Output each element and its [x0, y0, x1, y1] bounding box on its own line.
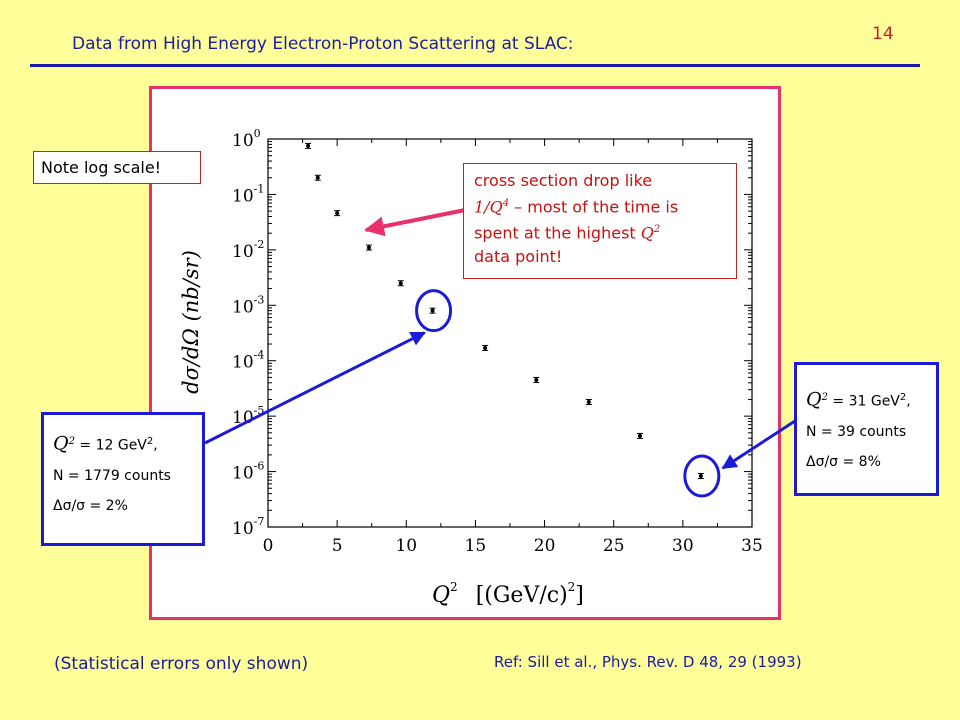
data-point	[334, 210, 341, 217]
y-tick-label: 10-7	[232, 515, 264, 539]
callout-math: 1/Q	[474, 197, 503, 217]
y-tick-label: 10-6	[232, 460, 264, 484]
x-tick-label: 20	[534, 536, 556, 556]
x-axis-unit: [(GeV/c)	[476, 583, 568, 608]
data-point	[365, 244, 372, 251]
tick-labels: 0 5 10 15 20 25 30 35 100 10-1 10-2 10-3 10-4 10-5 10-…	[232, 127, 763, 556]
callout-line-4: data point!	[474, 246, 563, 266]
q2-value-line: Q2 = 31 GeV2,	[806, 388, 911, 411]
marker	[315, 175, 320, 180]
y-tick-label: 10-1	[232, 182, 264, 206]
data-point	[636, 432, 643, 439]
callout-math-q-sup: 2	[653, 224, 661, 236]
x-axis-symbol: Q	[432, 583, 450, 608]
data-point	[533, 376, 540, 383]
highlight-circle	[683, 454, 721, 498]
highlight-circle	[415, 289, 453, 333]
x-tick-label: 10	[395, 536, 417, 556]
marker	[483, 345, 488, 350]
x-tick-label: 15	[465, 536, 487, 556]
page-number: 14	[872, 24, 894, 44]
x-axis-unit-sup: 2	[568, 580, 576, 594]
data-point	[397, 280, 404, 287]
marker	[335, 211, 340, 216]
data-point	[585, 398, 592, 405]
callout-box: cross section drop like 1/Q4 – most of t…	[463, 163, 737, 279]
y-tick-label: 100	[232, 127, 261, 151]
x-axis-label: Q2 [(GeV/c)2]	[432, 580, 584, 608]
callout-line-2: 1/Q4 – most of the time is	[474, 192, 736, 218]
x-tick-label: 0	[263, 536, 274, 556]
highlight-circles	[415, 289, 721, 498]
callout-math-sup: 4	[502, 198, 510, 209]
x-tick-label: 35	[741, 536, 763, 556]
marker	[586, 399, 591, 404]
y-tick-label: 10-4	[232, 349, 264, 373]
title-divider	[30, 64, 920, 67]
callout-math-q: Q	[640, 223, 654, 243]
x-tick-label: 30	[672, 536, 694, 556]
data-point	[482, 344, 489, 351]
marker	[534, 377, 539, 382]
x-tick-label: 5	[332, 536, 343, 556]
counts-line: N = 39 counts	[806, 423, 907, 440]
data-points	[305, 142, 704, 480]
x-axis-unit-end: ]	[575, 583, 584, 608]
counts-line: N = 1779 counts	[53, 467, 171, 484]
marker	[698, 474, 703, 479]
marker	[398, 281, 403, 286]
error-line: Δσ/σ = 8%	[806, 453, 881, 470]
footnote: (Statistical errors only shown)	[54, 654, 309, 674]
note-log-scale: Note log scale!	[33, 151, 201, 184]
callout-line-3: spent at the highest Q2	[474, 218, 736, 244]
reference: Ref: Sill et al., Phys. Rev. D 48, 29 (1…	[494, 653, 802, 671]
slide-title: Data from High Energy Electron-Proton Sc…	[72, 34, 574, 54]
error-line: Δσ/σ = 2%	[53, 497, 128, 514]
pointer-arrows	[204, 208, 796, 470]
info-box-high-q2: Q2 = 31 GeV2, N = 39 counts Δσ/σ = 8%	[794, 362, 939, 496]
x-axis-symbol-sup: 2	[450, 580, 458, 594]
y-axis-label: dσ/dΩ (nb/sr)	[179, 250, 203, 394]
callout-text: – most of the time is	[509, 197, 679, 217]
marker	[306, 143, 311, 148]
data-point	[305, 142, 312, 149]
callout-text-3: spent at the highest	[474, 223, 641, 243]
marker	[430, 308, 435, 313]
info-box-low-q2: Q2 = 12 GeV2, N = 1779 counts Δσ/σ = 2%	[41, 412, 205, 546]
y-tick-label: 10-5	[232, 404, 264, 428]
callout-arrow	[364, 208, 466, 237]
data-point	[697, 473, 704, 480]
callout-line-1: cross section drop like	[474, 171, 653, 190]
low-q2-arrow	[204, 331, 426, 445]
high-q2-arrow	[721, 419, 796, 470]
q2-value-line: Q2 = 12 GeV2,	[53, 432, 158, 455]
data-point	[314, 174, 321, 181]
marker	[637, 433, 642, 438]
data-point	[429, 307, 436, 314]
chart-axes	[267, 138, 753, 528]
marker	[366, 245, 371, 250]
y-tick-label: 10-3	[232, 293, 264, 317]
y-tick-label: 10-2	[232, 238, 264, 262]
x-tick-label: 25	[603, 536, 625, 556]
